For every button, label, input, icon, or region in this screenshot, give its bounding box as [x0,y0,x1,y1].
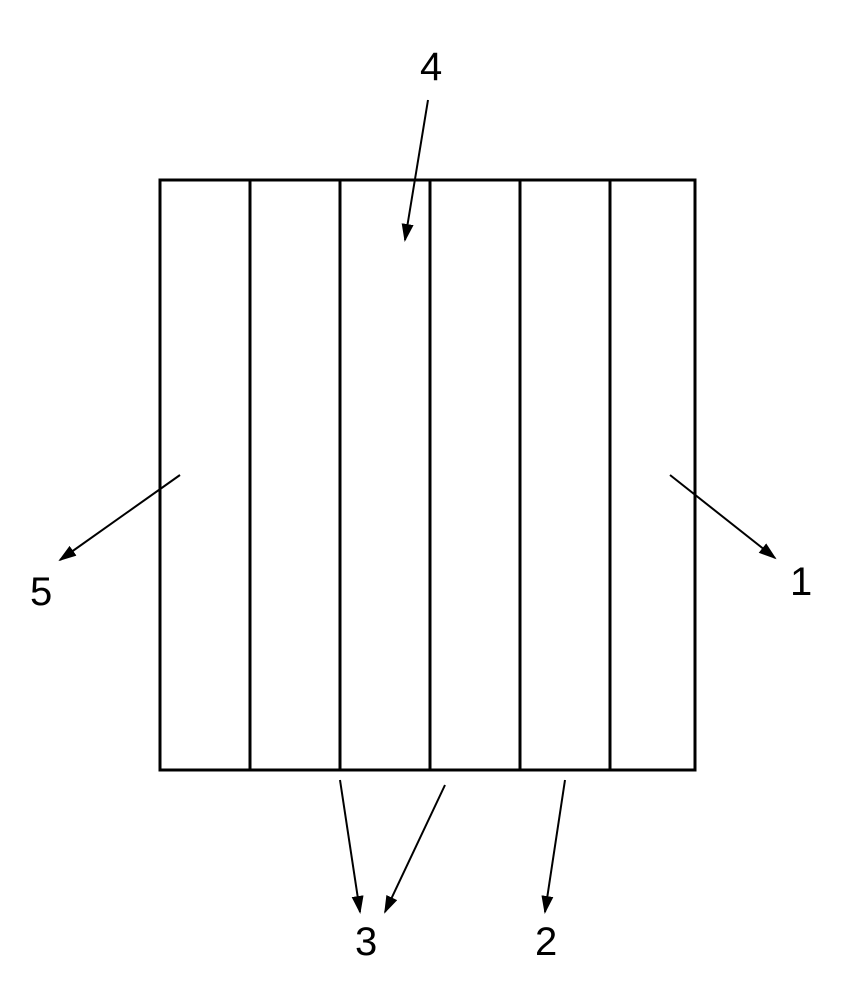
label-1: 1 [790,560,812,605]
diagram-svg [0,0,863,1000]
label-3: 3 [355,920,377,965]
outer-rect [160,180,695,770]
arrow-to-4 [405,100,428,240]
arrow-to-3b [385,785,445,912]
arrow-to-3a [340,780,360,912]
arrow-to-2 [545,780,565,912]
label-4: 4 [420,45,442,90]
label-2: 2 [535,920,557,965]
arrow-to-5 [60,475,180,560]
label-5: 5 [30,570,52,615]
schematic-diagram: 1 2 3 4 5 [0,0,863,1000]
arrow-to-1 [670,475,775,558]
